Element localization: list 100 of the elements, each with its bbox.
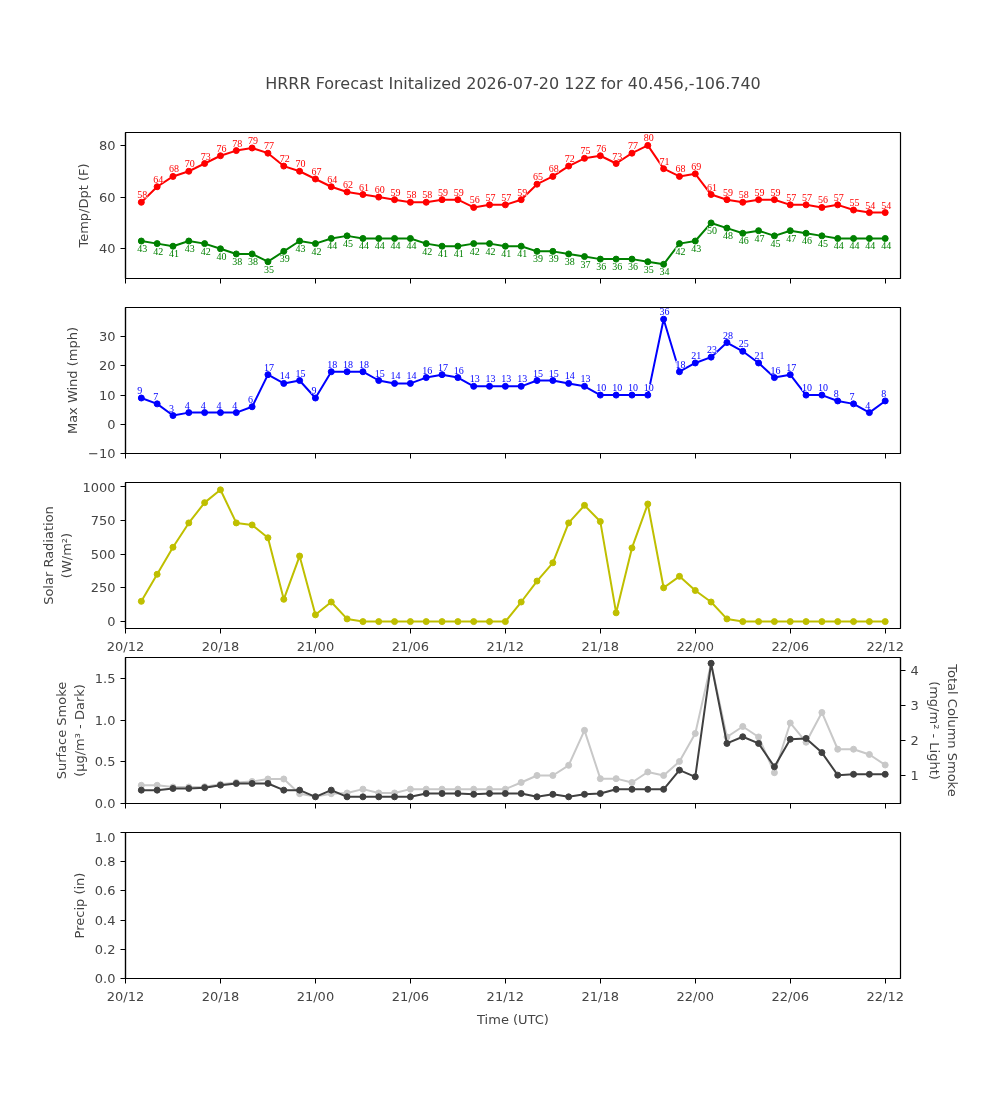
point bbox=[628, 544, 636, 552]
y-tick-label: 0 bbox=[107, 416, 116, 432]
point bbox=[770, 618, 778, 626]
data-label: 10 bbox=[612, 382, 623, 394]
point bbox=[501, 242, 509, 250]
point bbox=[359, 368, 367, 376]
data-label: 35 bbox=[643, 263, 654, 275]
point bbox=[280, 595, 288, 603]
point bbox=[834, 201, 842, 209]
point bbox=[739, 198, 747, 206]
point bbox=[501, 382, 509, 390]
point bbox=[850, 745, 858, 753]
point bbox=[406, 618, 414, 626]
point bbox=[612, 160, 620, 167]
point bbox=[580, 501, 588, 509]
point bbox=[153, 786, 161, 794]
point bbox=[786, 735, 794, 743]
y-tick-label: 0.5 bbox=[94, 754, 116, 770]
point bbox=[580, 253, 588, 261]
point bbox=[296, 237, 304, 245]
point bbox=[248, 250, 256, 258]
point bbox=[438, 371, 446, 379]
point bbox=[850, 400, 858, 408]
point bbox=[723, 615, 731, 623]
data-label: 4 bbox=[232, 399, 238, 411]
data-label: 68 bbox=[168, 163, 179, 175]
y-tick-label: 30 bbox=[98, 329, 116, 345]
data-label: 42 bbox=[422, 245, 433, 257]
y-tick-label: 80 bbox=[98, 137, 116, 153]
data-label: 15 bbox=[533, 367, 543, 379]
y-tick-label: 0.0 bbox=[94, 971, 116, 986]
data-label: 41 bbox=[168, 248, 179, 260]
point bbox=[580, 154, 588, 162]
point bbox=[201, 160, 209, 167]
x-tick-label: 21/06 bbox=[391, 638, 430, 654]
point bbox=[675, 172, 683, 180]
point bbox=[549, 772, 557, 779]
data-label: 67 bbox=[311, 166, 322, 178]
point bbox=[850, 234, 858, 242]
data-label: 47 bbox=[786, 232, 797, 244]
point bbox=[248, 403, 256, 411]
point bbox=[612, 609, 620, 617]
point bbox=[644, 785, 652, 793]
data-label: 56 bbox=[817, 194, 828, 206]
y-tick-label: 0.6 bbox=[94, 883, 116, 899]
data-label: 71 bbox=[659, 155, 670, 167]
y-tick-label: 20 bbox=[98, 358, 116, 374]
point bbox=[216, 409, 224, 417]
data-label: 10 bbox=[627, 382, 638, 394]
point bbox=[185, 237, 193, 245]
data-label: 57 bbox=[786, 191, 797, 203]
point bbox=[343, 188, 351, 196]
point bbox=[169, 172, 177, 180]
data-label: 76 bbox=[216, 142, 227, 154]
data-label: 41 bbox=[501, 248, 512, 260]
point bbox=[391, 618, 399, 626]
x-tick-label: 21/12 bbox=[486, 638, 525, 654]
data-label: 41 bbox=[453, 248, 464, 260]
data-label: 39 bbox=[548, 253, 559, 265]
point bbox=[865, 209, 873, 217]
y-tick-label: 1.0 bbox=[94, 712, 116, 728]
point bbox=[375, 793, 383, 801]
data-label: 4 bbox=[216, 399, 222, 411]
point bbox=[201, 499, 209, 507]
point bbox=[691, 587, 699, 595]
data-label: 44 bbox=[358, 240, 369, 252]
data-label: 61 bbox=[707, 181, 718, 193]
point bbox=[881, 397, 889, 405]
point bbox=[755, 227, 763, 235]
data-label: 16 bbox=[453, 364, 464, 376]
y2-axis-title: Total Column Smoke (mg/m² - Light) bbox=[926, 663, 960, 797]
point bbox=[343, 368, 351, 376]
data-label: 58 bbox=[406, 189, 417, 201]
data-label: 28 bbox=[722, 329, 733, 341]
point bbox=[675, 240, 683, 248]
point bbox=[375, 618, 383, 626]
data-label: 44 bbox=[881, 240, 892, 252]
point bbox=[422, 374, 430, 382]
point bbox=[438, 196, 446, 204]
data-label: 59 bbox=[517, 186, 528, 198]
data-label: 42 bbox=[200, 245, 211, 257]
point bbox=[486, 201, 494, 209]
point bbox=[311, 394, 319, 402]
data-label: 40 bbox=[216, 250, 227, 262]
data-label: 77 bbox=[627, 140, 638, 152]
x-tick-label: 21/00 bbox=[296, 638, 335, 654]
data-label: 16 bbox=[422, 364, 433, 376]
point bbox=[470, 790, 478, 798]
point bbox=[675, 368, 683, 376]
data-label: 58 bbox=[137, 189, 148, 201]
point bbox=[707, 191, 715, 199]
data-label: 65 bbox=[533, 171, 543, 183]
point bbox=[834, 771, 842, 779]
point bbox=[612, 775, 620, 783]
point bbox=[881, 761, 889, 769]
point bbox=[327, 183, 335, 191]
point bbox=[644, 768, 652, 776]
data-label: 61 bbox=[358, 181, 369, 193]
data-label: 4 bbox=[200, 399, 206, 411]
point bbox=[280, 775, 288, 783]
